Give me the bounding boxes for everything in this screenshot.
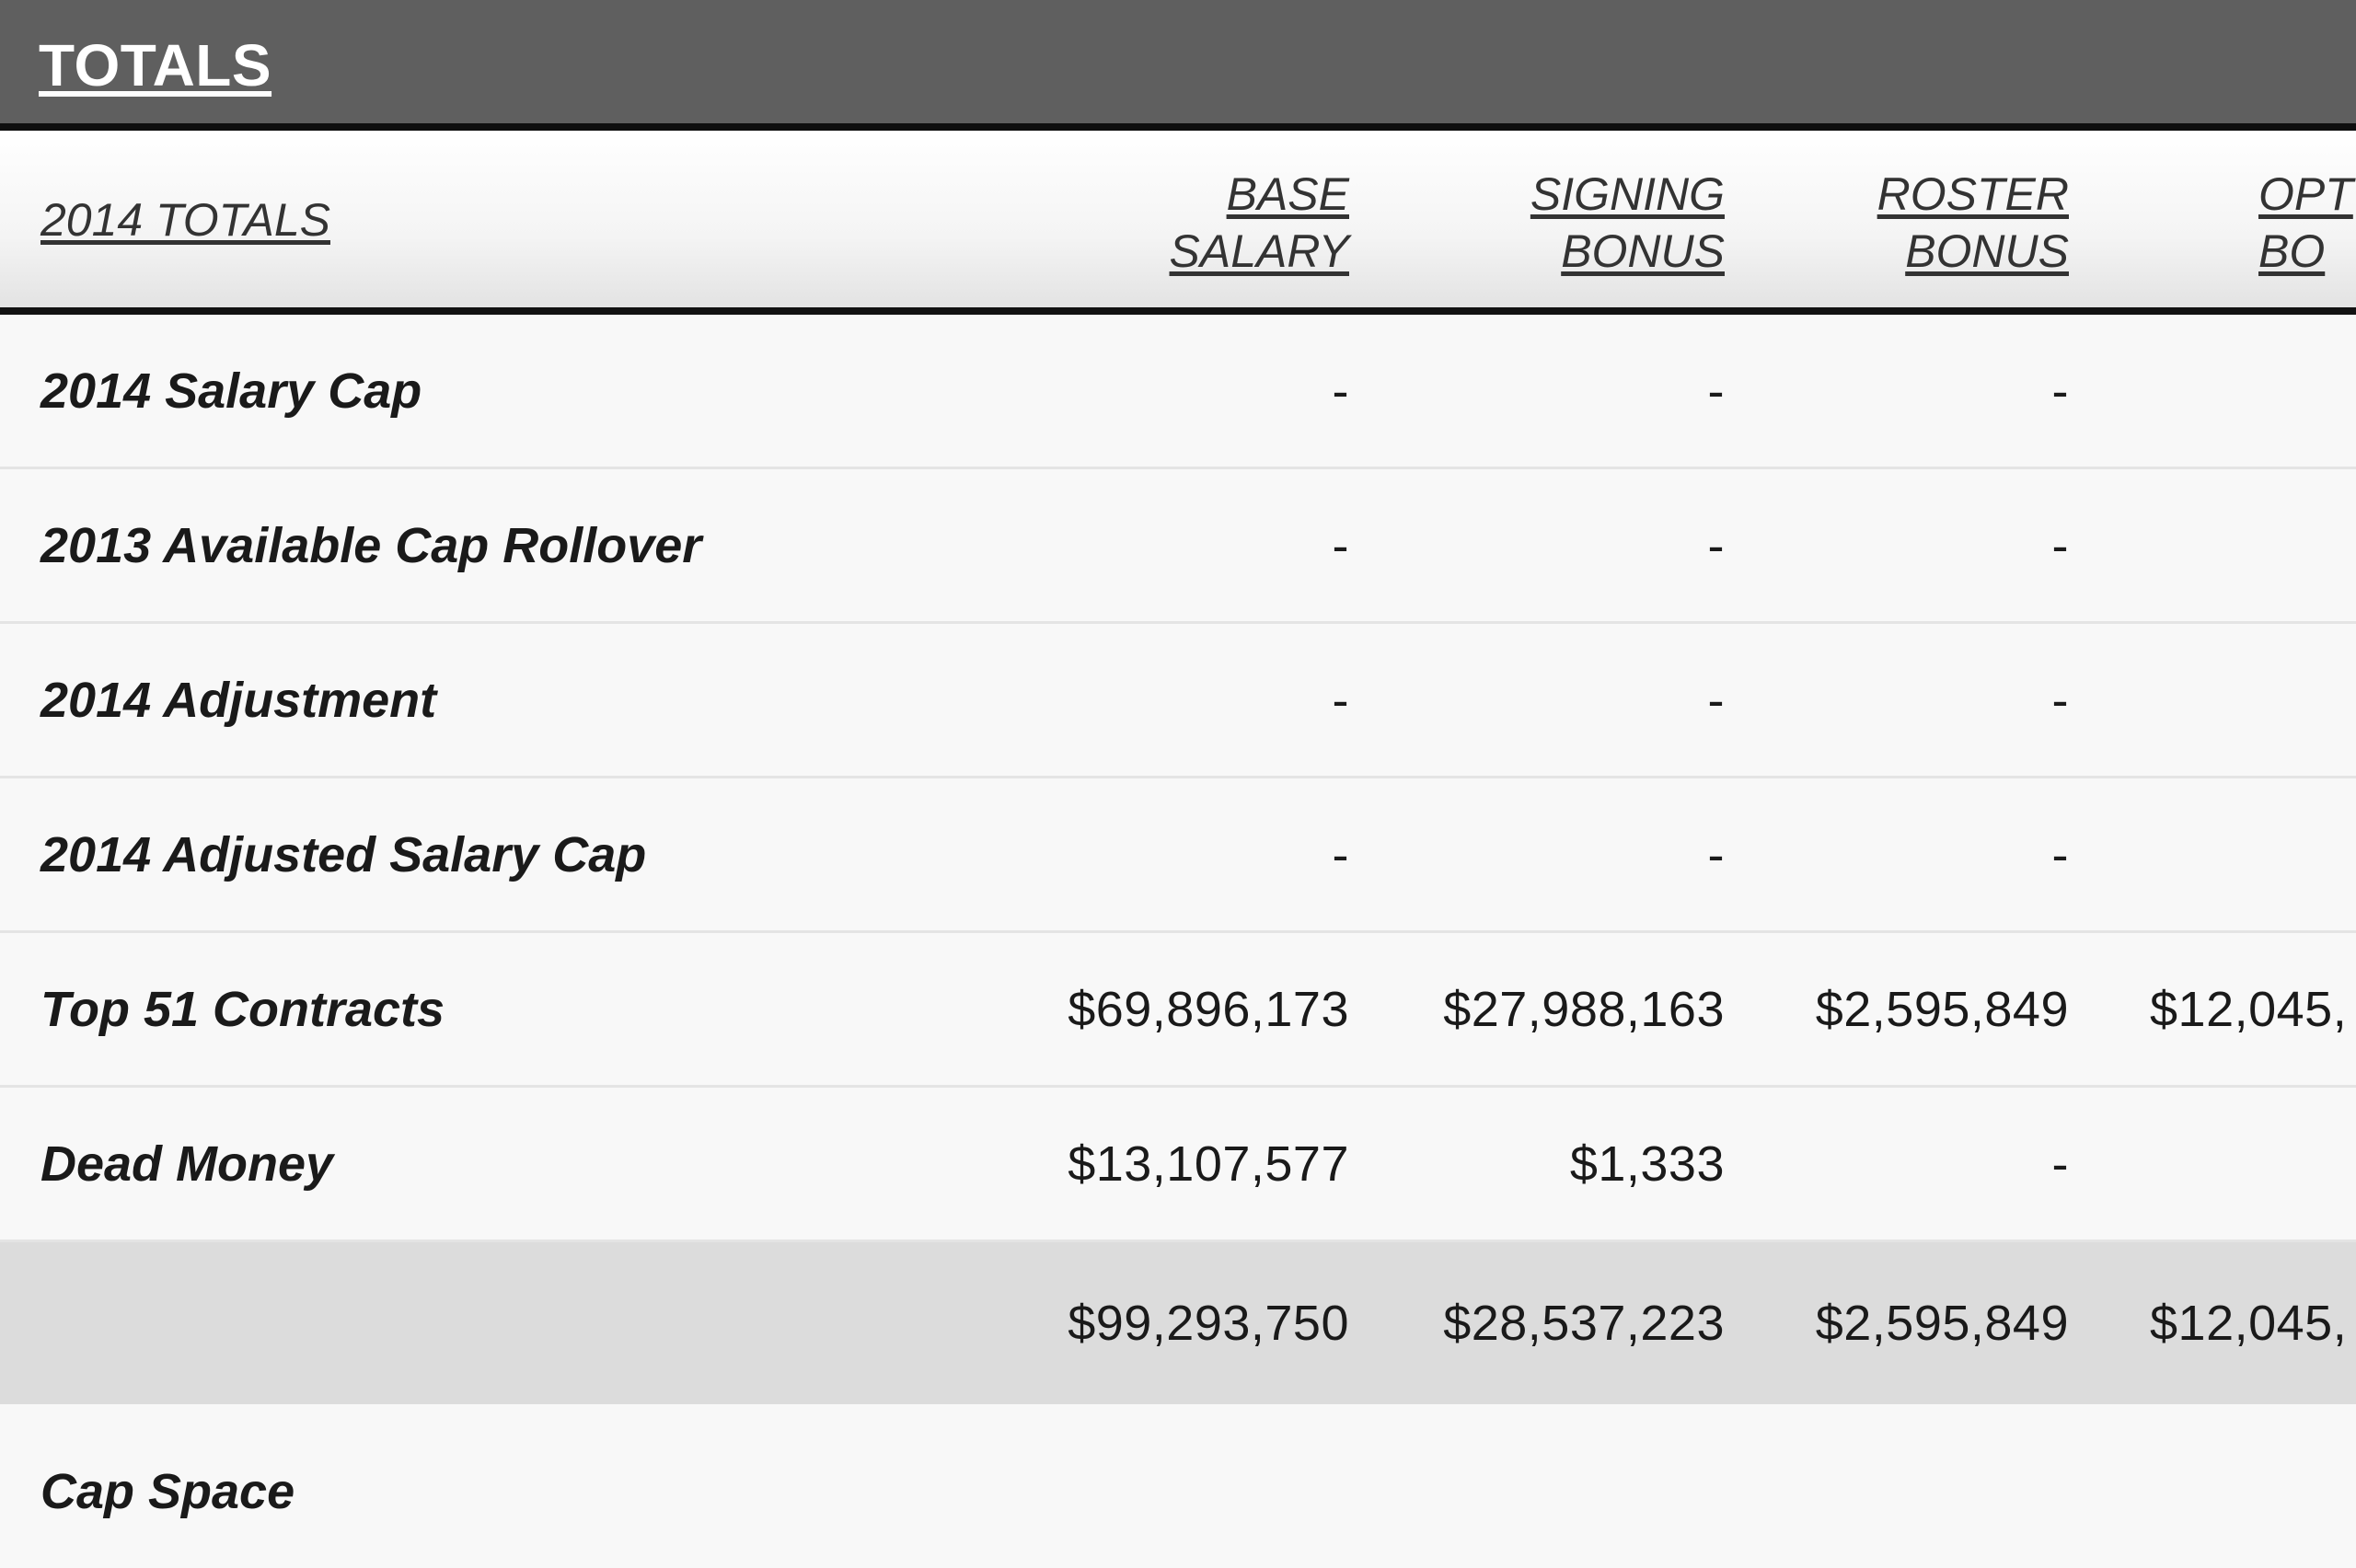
cell-option-bonus: $12,045, <box>2150 1296 2348 1351</box>
cell-roster-bonus: - <box>2051 826 2069 882</box>
header-option-bonus-line1: OPT <box>2258 168 2353 220</box>
row-label: Cap Space <box>40 1464 295 1519</box>
cell-signing-bonus: $1,333 <box>1569 1136 1725 1192</box>
row-label: 2014 Salary Cap <box>40 363 422 419</box>
totals-table-body: 2014 Salary Cap - - - 2013 Available Cap… <box>0 315 2356 1568</box>
cell-signing-bonus: $27,988,163 <box>1443 981 1725 1037</box>
cell-roster-bonus: - <box>2051 1136 2069 1192</box>
cell-base-salary: - <box>1332 672 1349 728</box>
header-option-bonus-line2: BO <box>2258 225 2326 277</box>
cell-roster-bonus: $2,595,849 <box>1815 981 2069 1037</box>
table-row-adjusted-salary-cap: 2014 Adjusted Salary Cap - - - <box>0 778 2356 933</box>
header-base-salary-line1: BASE <box>1226 168 1349 220</box>
header-roster-bonus-line1: ROSTER <box>1877 168 2069 220</box>
cell-roster-bonus: - <box>2051 672 2069 728</box>
row-label: 2014 Adjustment <box>40 672 437 728</box>
cell-signing-bonus: $28,537,223 <box>1443 1296 1725 1351</box>
cell-roster-bonus: - <box>2051 517 2069 573</box>
header-option-bonus-link[interactable]: OPT BO <box>2258 166 2353 280</box>
section-title-link[interactable]: TOTALS <box>39 32 272 98</box>
cell-base-salary: - <box>1332 517 1349 573</box>
row-label: Top 51 Contracts <box>40 981 445 1037</box>
cell-roster-bonus: - <box>2051 363 2069 419</box>
cell-signing-bonus: - <box>1707 363 1725 419</box>
header-signing-bonus-line2: BONUS <box>1561 225 1725 277</box>
cell-signing-bonus: - <box>1707 517 1725 573</box>
header-base-salary-link[interactable]: BASE SALARY <box>1170 166 1349 280</box>
cell-base-salary: - <box>1332 826 1349 882</box>
row-label: 2014 Adjusted Salary Cap <box>40 826 647 882</box>
header-roster-bonus-link[interactable]: ROSTER BONUS <box>1877 166 2069 280</box>
cell-base-salary: $99,293,750 <box>1068 1296 1349 1351</box>
header-signing-bonus-line1: SIGNING <box>1530 168 1725 220</box>
header-base-salary-line2: SALARY <box>1169 225 1349 277</box>
cell-signing-bonus: - <box>1707 826 1725 882</box>
table-row-dead-money: Dead Money $13,107,577 $1,333 - <box>0 1088 2356 1242</box>
table-row-adjustment: 2014 Adjustment - - - <box>0 624 2356 778</box>
cell-base-salary: - <box>1332 363 1349 419</box>
table-row-salary-cap: 2014 Salary Cap - - - <box>0 315 2356 469</box>
header-roster-bonus-line2: BONUS <box>1905 225 2069 277</box>
cell-base-salary: $13,107,577 <box>1068 1136 1349 1192</box>
table-row-top-51-contracts: Top 51 Contracts $69,896,173 $27,988,163… <box>0 933 2356 1088</box>
table-row-total: $99,293,750 $28,537,223 $2,595,849 $12,0… <box>0 1242 2356 1404</box>
cell-signing-bonus: - <box>1707 672 1725 728</box>
header-signing-bonus-link[interactable]: SIGNING BONUS <box>1530 166 1725 280</box>
section-title-bar: TOTALS <box>0 0 2356 131</box>
cell-base-salary: $69,896,173 <box>1068 981 1349 1037</box>
table-header-row: 2014 TOTALS BASE SALARY SIGNING BONUS RO… <box>0 131 2356 315</box>
cell-roster-bonus: $2,595,849 <box>1815 1296 2069 1351</box>
table-row-cap-space: Cap Space <box>0 1404 2356 1568</box>
cell-option-bonus: $12,045, <box>2150 981 2348 1037</box>
row-label: Dead Money <box>40 1136 334 1192</box>
row-label: 2013 Available Cap Rollover <box>40 517 702 573</box>
header-2014-totals-link[interactable]: 2014 TOTALS <box>40 194 330 246</box>
table-row-cap-rollover: 2013 Available Cap Rollover - - - <box>0 469 2356 624</box>
